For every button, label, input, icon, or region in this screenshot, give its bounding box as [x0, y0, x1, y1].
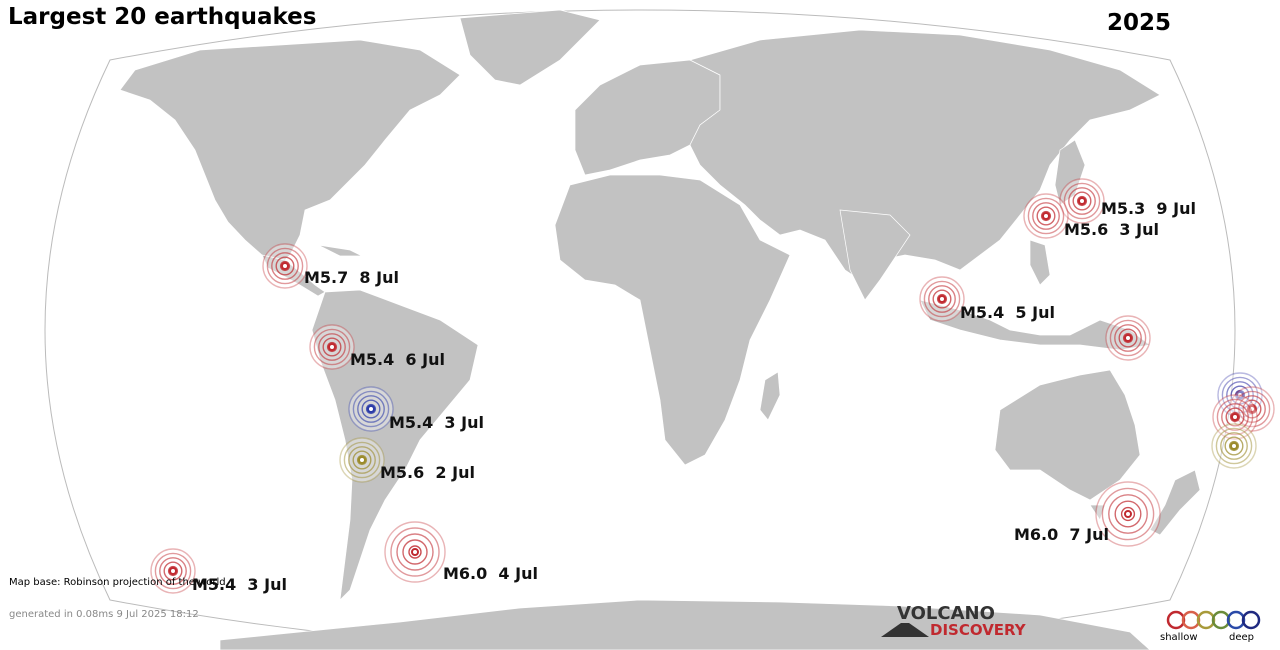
- earthquake-markers: [150, 178, 1275, 594]
- earthquake-marker[interactable]: [348, 386, 394, 432]
- quake-label-4: M5.6 2 Jul: [380, 463, 475, 482]
- caribbean: [317, 244, 363, 257]
- logo-text-discovery: DISCOVERY: [930, 621, 1026, 639]
- earthquake-marker[interactable]: [339, 437, 385, 483]
- antarctica: [219, 599, 1151, 650]
- earthquake-marker[interactable]: [384, 521, 446, 583]
- earthquake-marker[interactable]: [150, 548, 196, 594]
- earthquake-marker[interactable]: [309, 324, 355, 370]
- quake-label-1: M5.7 8 Jul: [304, 268, 399, 287]
- philippines: [1029, 239, 1051, 286]
- greenland: [459, 9, 601, 86]
- volcano-icon: [881, 623, 929, 637]
- quake-label-8: M5.6 3 Jul: [1064, 220, 1159, 239]
- south-america: [311, 289, 479, 601]
- map-year: 2025: [1107, 10, 1172, 36]
- quake-label-2: M5.4 6 Jul: [350, 350, 445, 369]
- asia: [689, 29, 1161, 281]
- volcano-discovery-logo[interactable]: VOLCANO DISCOVERY: [881, 603, 1041, 643]
- australia: [994, 369, 1141, 501]
- logo-text-volcano: VOLCANO: [897, 603, 995, 624]
- quake-label-5: M6.0 4 Jul: [443, 564, 538, 583]
- landmasses: [119, 9, 1201, 650]
- quake-label-7: M5.3 9 Jul: [1101, 199, 1196, 218]
- earthquake-marker[interactable]: [1229, 386, 1275, 432]
- new-zealand: [1149, 469, 1201, 536]
- depth-legend: shallow deep: [1158, 606, 1273, 648]
- quake-label-9: M5.4 5 Jul: [960, 303, 1055, 322]
- map-title: Largest 20 earthquakes: [8, 4, 317, 30]
- earthquake-marker[interactable]: [1023, 193, 1069, 239]
- quake-label-6: M5.4 3 Jul: [192, 575, 287, 594]
- africa: [554, 174, 791, 466]
- legend-shallow-label: shallow: [1160, 632, 1198, 643]
- earthquake-marker[interactable]: [262, 243, 308, 289]
- depth-legend-rings: [1166, 610, 1261, 630]
- quake-label-3: M5.4 3 Jul: [389, 413, 484, 432]
- earthquake-marker[interactable]: [1095, 481, 1161, 547]
- north-america: [119, 39, 461, 266]
- map-base-credit: Map base: Robinson projection of the wor…: [9, 577, 226, 588]
- tasmania: [1089, 504, 1106, 521]
- earthquake-marker[interactable]: [1105, 315, 1151, 361]
- quake-label-10: M6.0 7 Jul: [1014, 525, 1109, 544]
- generated-timestamp: generated in 0.08ms 9 Jul 2025 18:12: [9, 609, 199, 620]
- legend-deep-label: deep: [1229, 632, 1254, 643]
- earthquake-marker[interactable]: [919, 276, 965, 322]
- india: [839, 209, 911, 301]
- legend-ring: [1241, 610, 1261, 630]
- madagascar: [759, 371, 781, 421]
- earthquake-marker[interactable]: [1211, 423, 1257, 469]
- earthquake-marker[interactable]: [1212, 394, 1258, 440]
- earthquake-marker[interactable]: [1059, 178, 1105, 224]
- indonesia: [919, 299, 1151, 351]
